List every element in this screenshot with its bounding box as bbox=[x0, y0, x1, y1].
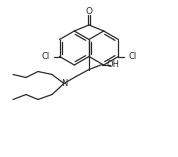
Text: Cl: Cl bbox=[41, 52, 49, 61]
Text: Cl: Cl bbox=[129, 52, 137, 61]
Text: N: N bbox=[61, 79, 67, 88]
Text: OH: OH bbox=[106, 60, 119, 69]
Text: O: O bbox=[85, 6, 93, 16]
